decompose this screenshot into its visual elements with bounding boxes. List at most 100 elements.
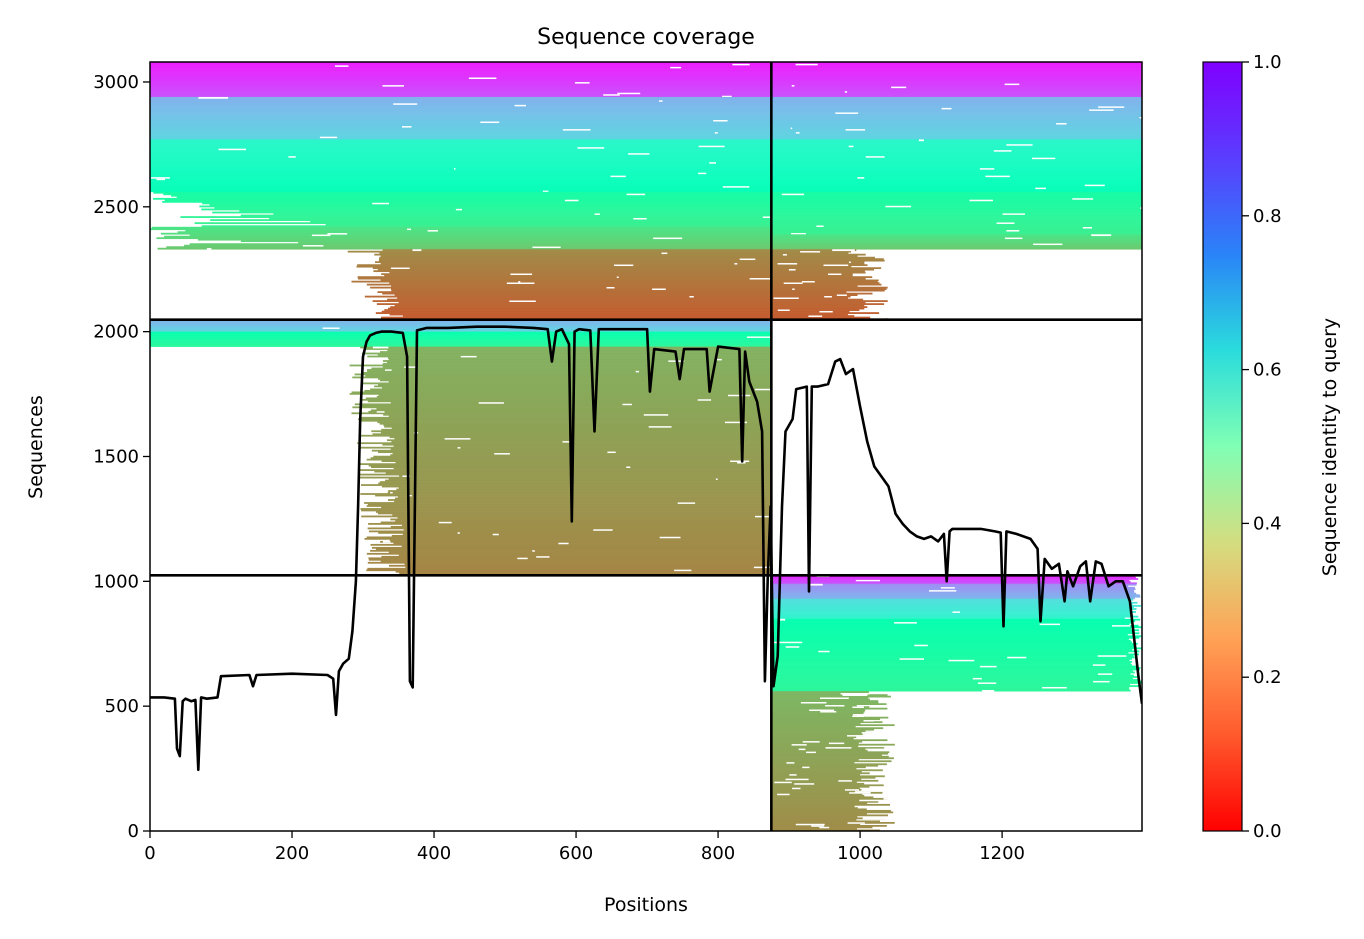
coverage-gap: [800, 701, 827, 704]
x-tick-label: 0: [144, 843, 155, 864]
coverage-gap: [859, 799, 889, 802]
heatmap-row: [150, 75, 772, 78]
coverage-gap: [689, 295, 694, 298]
heatmap-row: [150, 331, 772, 334]
heatmap-row: [325, 223, 772, 226]
heatmap-row: [359, 463, 772, 466]
heatmap-row: [771, 72, 1142, 75]
coverage-gap: [791, 84, 795, 87]
coverage-gap: [610, 175, 626, 178]
coverage-gap: [845, 128, 866, 131]
heatmap-row: [771, 225, 1142, 227]
coverage-gap: [732, 63, 750, 66]
heatmap-row: [402, 315, 772, 317]
heatmap-row: [189, 243, 772, 246]
coverage-gap: [734, 262, 738, 265]
coverage-gap: [792, 787, 801, 790]
heatmap-row: [771, 214, 1142, 217]
heatmap-row: [771, 170, 1142, 173]
heatmap-row: [150, 74, 772, 76]
heatmap-row: [771, 685, 1141, 687]
heatmap-row: [771, 680, 1142, 683]
heatmap-row: [771, 226, 1142, 229]
coverage-gap: [855, 579, 880, 582]
heatmap-row: [201, 208, 772, 211]
coverage-gap: [372, 346, 389, 349]
heatmap-row: [157, 247, 772, 250]
heatmap-row: [771, 240, 1142, 243]
heatmap-row: [771, 62, 1142, 64]
heatmap-row: [771, 259, 885, 262]
heatmap-row: [354, 403, 772, 406]
heatmap-row: [771, 793, 863, 796]
heatmap-row: [771, 736, 857, 739]
colorbar-tick-label: 1.0: [1253, 52, 1282, 73]
heatmap-row: [381, 273, 772, 276]
heatmap-row: [771, 178, 1142, 181]
heatmap-row: [771, 128, 1142, 131]
heatmap-row: [771, 632, 1140, 635]
heatmap-row: [771, 606, 1134, 609]
heatmap-row: [358, 434, 772, 437]
coverage-gap: [785, 778, 809, 781]
heatmap-row: [771, 193, 1142, 196]
heatmap-row: [388, 551, 772, 554]
heatmap-row: [771, 256, 875, 259]
heatmap-row: [150, 336, 772, 338]
heatmap-row: [771, 647, 1142, 650]
heatmap-row: [372, 300, 772, 302]
heatmap-row: [771, 255, 858, 258]
coverage-gap: [1140, 206, 1142, 209]
coverage-gap: [790, 127, 793, 130]
heatmap-row: [771, 621, 1132, 624]
heatmap-row: [771, 797, 888, 800]
heatmap-row: [771, 86, 1142, 89]
coverage-gap: [730, 460, 750, 463]
coverage-gap: [806, 751, 816, 754]
heatmap-row: [150, 342, 772, 344]
coverage-gap: [786, 761, 795, 764]
heatmap-row: [771, 232, 1142, 235]
heatmap-row: [150, 184, 772, 187]
heatmap-row: [771, 677, 1133, 680]
coverage-gap: [322, 327, 340, 329]
coverage-gap: [151, 176, 170, 179]
heatmap-row: [395, 461, 772, 464]
heatmap-row: [771, 827, 857, 830]
heatmap-row: [771, 301, 866, 304]
heatmap-row: [382, 443, 772, 446]
heatmap-row: [771, 115, 1142, 117]
heatmap-row: [150, 106, 772, 108]
heatmap-row: [771, 295, 851, 298]
coverage-gap: [518, 280, 521, 283]
heatmap-row: [150, 140, 772, 143]
heatmap-row: [240, 214, 772, 217]
coverage-gap: [1124, 617, 1132, 620]
heatmap-row: [164, 199, 772, 202]
heatmap-row: [150, 167, 772, 170]
coverage-gap: [802, 766, 810, 769]
heatmap-row: [771, 737, 854, 740]
coverage-gap: [972, 677, 982, 680]
heatmap-row: [771, 821, 895, 824]
heatmap-row: [361, 416, 772, 419]
coverage-gap: [791, 743, 807, 746]
heatmap-row: [771, 811, 894, 814]
coverage-gap: [412, 249, 422, 252]
heatmap-row: [269, 217, 772, 220]
heatmap-row: [352, 376, 772, 379]
heatmap-row: [382, 249, 772, 252]
coverage-gap: [382, 540, 391, 543]
heatmap-row: [771, 582, 1137, 585]
heatmap-row: [402, 533, 772, 536]
heatmap-row: [150, 107, 772, 110]
heatmap-row: [384, 274, 772, 277]
heatmap-row: [771, 182, 1142, 185]
heatmap-band: [771, 691, 898, 831]
heatmap-row: [771, 271, 866, 274]
heatmap-row: [358, 469, 772, 471]
heatmap-row: [150, 77, 772, 80]
heatmap-row: [771, 624, 1139, 627]
heatmap-row: [771, 184, 1142, 187]
heatmap-row: [367, 527, 772, 530]
